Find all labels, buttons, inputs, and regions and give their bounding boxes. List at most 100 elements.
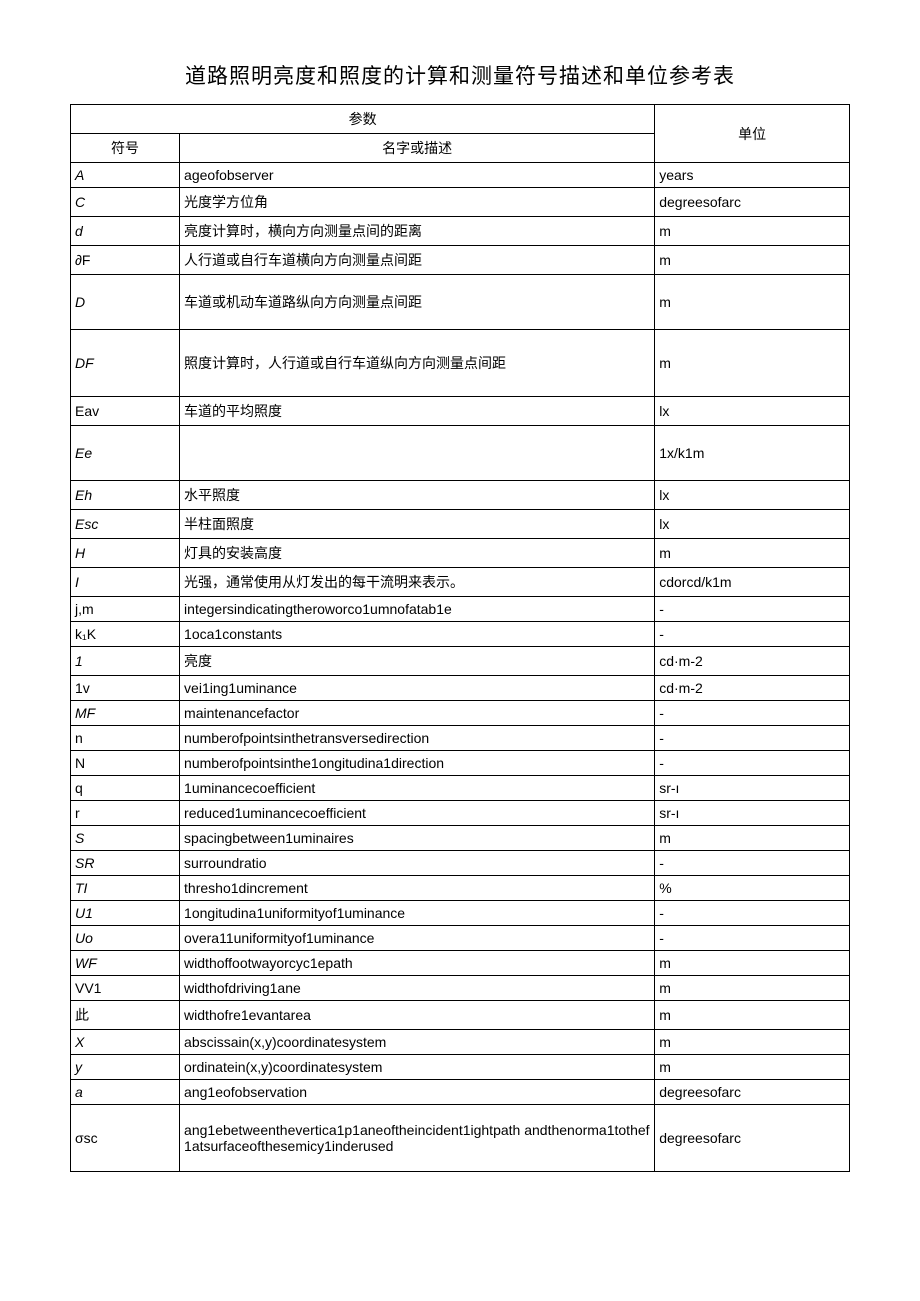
cell-desc: 光度学方位角 bbox=[180, 188, 655, 217]
cell-desc: abscissain(x,y)coordinatesystem bbox=[180, 1030, 655, 1055]
cell-symbol: N bbox=[71, 751, 180, 776]
cell-desc: 水平照度 bbox=[180, 481, 655, 510]
cell-desc: spacingbetween1uminaires bbox=[180, 826, 655, 851]
cell-symbol: A bbox=[71, 163, 180, 188]
cell-symbol: DF bbox=[71, 330, 180, 397]
table-row: TIthresho1dincrement% bbox=[71, 876, 850, 901]
table-row: U11ongitudina1uniformityof1uminance- bbox=[71, 901, 850, 926]
cell-unit: - bbox=[655, 901, 850, 926]
table-row: q1uminancecoefficientsr-ı bbox=[71, 776, 850, 801]
cell-desc: 亮度计算时，横向方向测量点间的距离 bbox=[180, 217, 655, 246]
table-row: 1vvei1ing1uminancecd·m-2 bbox=[71, 676, 850, 701]
table-row: C光度学方位角degreesofarc bbox=[71, 188, 850, 217]
cell-unit: cd·m-2 bbox=[655, 676, 850, 701]
table-row: d亮度计算时，横向方向测量点间的距离m bbox=[71, 217, 850, 246]
table-row: 1亮度cd·m-2 bbox=[71, 647, 850, 676]
cell-symbol: 1 bbox=[71, 647, 180, 676]
cell-desc: ordinatein(x,y)coordinatesystem bbox=[180, 1055, 655, 1080]
table-row: SRsurroundratio- bbox=[71, 851, 850, 876]
cell-unit: years bbox=[655, 163, 850, 188]
cell-unit: % bbox=[655, 876, 850, 901]
table-row: Xabscissain(x,y)coordinatesystemm bbox=[71, 1030, 850, 1055]
table-row: Eav车道的平均照度lx bbox=[71, 397, 850, 426]
cell-symbol: ∂F bbox=[71, 246, 180, 275]
table-row: yordinatein(x,y)coordinatesystemm bbox=[71, 1055, 850, 1080]
cell-desc: 1uminancecoefficient bbox=[180, 776, 655, 801]
cell-desc: 1oca1constants bbox=[180, 622, 655, 647]
cell-desc: ageofobserver bbox=[180, 163, 655, 188]
cell-unit: m bbox=[655, 951, 850, 976]
reference-table: 参数 单位 符号 名字或描述 AageofobserveryearsC光度学方位… bbox=[70, 104, 850, 1172]
table-row: Sspacingbetween1uminairesm bbox=[71, 826, 850, 851]
cell-symbol: σsc bbox=[71, 1105, 180, 1172]
cell-desc: 光强，通常使用从灯发出的每干流明来表示。 bbox=[180, 568, 655, 597]
cell-unit: m bbox=[655, 1030, 850, 1055]
cell-symbol: q bbox=[71, 776, 180, 801]
cell-symbol: 1v bbox=[71, 676, 180, 701]
cell-unit: m bbox=[655, 1055, 850, 1080]
cell-unit: m bbox=[655, 217, 850, 246]
cell-symbol: n bbox=[71, 726, 180, 751]
cell-desc: 灯具的安装高度 bbox=[180, 539, 655, 568]
cell-unit: lx bbox=[655, 397, 850, 426]
cell-symbol: TI bbox=[71, 876, 180, 901]
cell-unit: cdorcd/k1m bbox=[655, 568, 850, 597]
cell-unit: degreesofarc bbox=[655, 1105, 850, 1172]
cell-desc: ang1ebetweenthevertica1p1aneoftheinciden… bbox=[180, 1105, 655, 1172]
cell-unit: cd·m-2 bbox=[655, 647, 850, 676]
cell-unit: m bbox=[655, 275, 850, 330]
cell-symbol: SR bbox=[71, 851, 180, 876]
header-unit: 单位 bbox=[655, 105, 850, 163]
cell-symbol: r bbox=[71, 801, 180, 826]
table-row: j,mintegersindicatingtheroworco1umnofata… bbox=[71, 597, 850, 622]
cell-symbol: S bbox=[71, 826, 180, 851]
cell-desc: widthofre1evantarea bbox=[180, 1001, 655, 1030]
table-row: aang1eofobservationdegreesofarc bbox=[71, 1080, 850, 1105]
cell-symbol: d bbox=[71, 217, 180, 246]
cell-desc: overa11uniformityof1uminance bbox=[180, 926, 655, 951]
cell-desc: thresho1dincrement bbox=[180, 876, 655, 901]
table-row: Uoovera11uniformityof1uminance- bbox=[71, 926, 850, 951]
cell-unit: degreesofarc bbox=[655, 1080, 850, 1105]
cell-desc: 人行道或自行车道横向方向测量点间距 bbox=[180, 246, 655, 275]
header-symbol: 符号 bbox=[71, 134, 180, 163]
page-title: 道路照明亮度和照度的计算和测量符号描述和单位参考表 bbox=[70, 60, 850, 90]
table-row: I光强，通常使用从灯发出的每干流明来表示。cdorcd/k1m bbox=[71, 568, 850, 597]
cell-desc: 车道或机动车道路纵向方向测量点间距 bbox=[180, 275, 655, 330]
header-desc: 名字或描述 bbox=[180, 134, 655, 163]
cell-symbol: 此 bbox=[71, 1001, 180, 1030]
cell-symbol: j,m bbox=[71, 597, 180, 622]
cell-symbol: Eh bbox=[71, 481, 180, 510]
cell-symbol: Esc bbox=[71, 510, 180, 539]
cell-symbol: D bbox=[71, 275, 180, 330]
table-row: WFwidthoffootwayorcyc1epathm bbox=[71, 951, 850, 976]
cell-unit: - bbox=[655, 751, 850, 776]
cell-symbol: I bbox=[71, 568, 180, 597]
cell-symbol: Ee bbox=[71, 426, 180, 481]
cell-unit: m bbox=[655, 539, 850, 568]
cell-desc: vei1ing1uminance bbox=[180, 676, 655, 701]
cell-symbol: C bbox=[71, 188, 180, 217]
cell-symbol: WF bbox=[71, 951, 180, 976]
cell-desc: maintenancefactor bbox=[180, 701, 655, 726]
cell-unit: lx bbox=[655, 481, 850, 510]
cell-desc: 1ongitudina1uniformityof1uminance bbox=[180, 901, 655, 926]
table-row: H灯具的安装高度m bbox=[71, 539, 850, 568]
cell-unit: sr-ı bbox=[655, 776, 850, 801]
cell-unit: - bbox=[655, 851, 850, 876]
table-row: 此widthofre1evantaream bbox=[71, 1001, 850, 1030]
cell-desc: integersindicatingtheroworco1umnofatab1e bbox=[180, 597, 655, 622]
cell-desc: numberofpointsinthetransversedirection bbox=[180, 726, 655, 751]
cell-unit: m bbox=[655, 330, 850, 397]
table-row: rreduced1uminancecoefficientsr-ı bbox=[71, 801, 850, 826]
cell-symbol: X bbox=[71, 1030, 180, 1055]
table-row: k₁K1oca1constants- bbox=[71, 622, 850, 647]
cell-desc: numberofpointsinthe1ongitudina1direction bbox=[180, 751, 655, 776]
cell-symbol: a bbox=[71, 1080, 180, 1105]
cell-desc: 车道的平均照度 bbox=[180, 397, 655, 426]
cell-desc: ang1eofobservation bbox=[180, 1080, 655, 1105]
table-row: σscang1ebetweenthevertica1p1aneoftheinci… bbox=[71, 1105, 850, 1172]
cell-unit: - bbox=[655, 926, 850, 951]
table-row: DF照度计算时，人行道或自行车道纵向方向测量点间距m bbox=[71, 330, 850, 397]
cell-symbol: H bbox=[71, 539, 180, 568]
